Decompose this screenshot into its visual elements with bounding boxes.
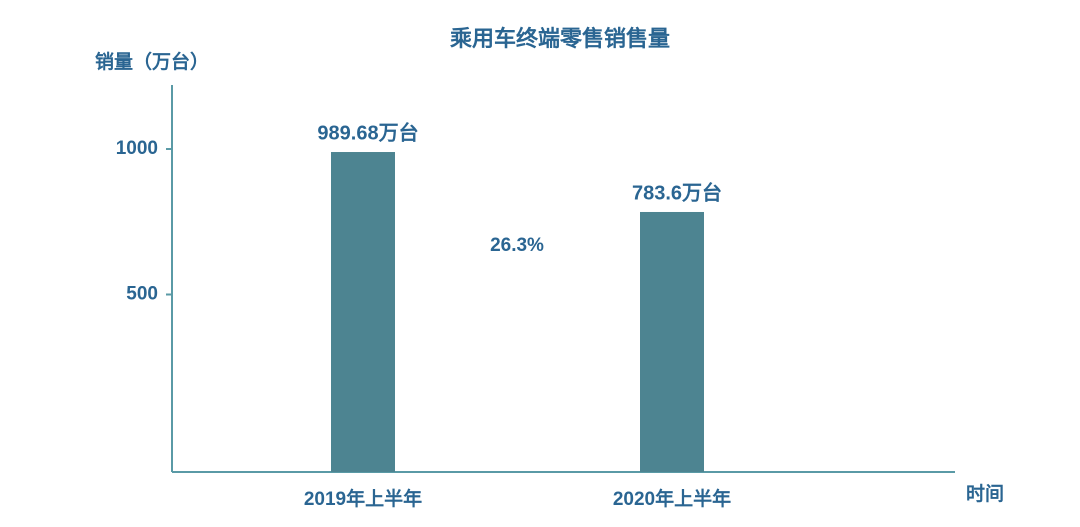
- y-axis-label: 销量（万台）: [95, 50, 209, 73]
- data-label: 989.68万台: [317, 120, 418, 144]
- x-tick-label: 2019年上半年: [304, 487, 422, 510]
- x-tick-label: 2020年上半年: [613, 487, 731, 510]
- bar: [640, 211, 704, 473]
- annotation: 26.3%: [490, 235, 544, 256]
- y-tick-label: 500: [126, 284, 158, 305]
- data-label: 783.6万台: [632, 180, 722, 204]
- y-tick-label: 1000: [116, 138, 158, 159]
- chart-title: 乘用车终端零售销售量: [449, 26, 670, 51]
- bar: [331, 152, 395, 472]
- x-axis-label: 时间: [966, 483, 1004, 505]
